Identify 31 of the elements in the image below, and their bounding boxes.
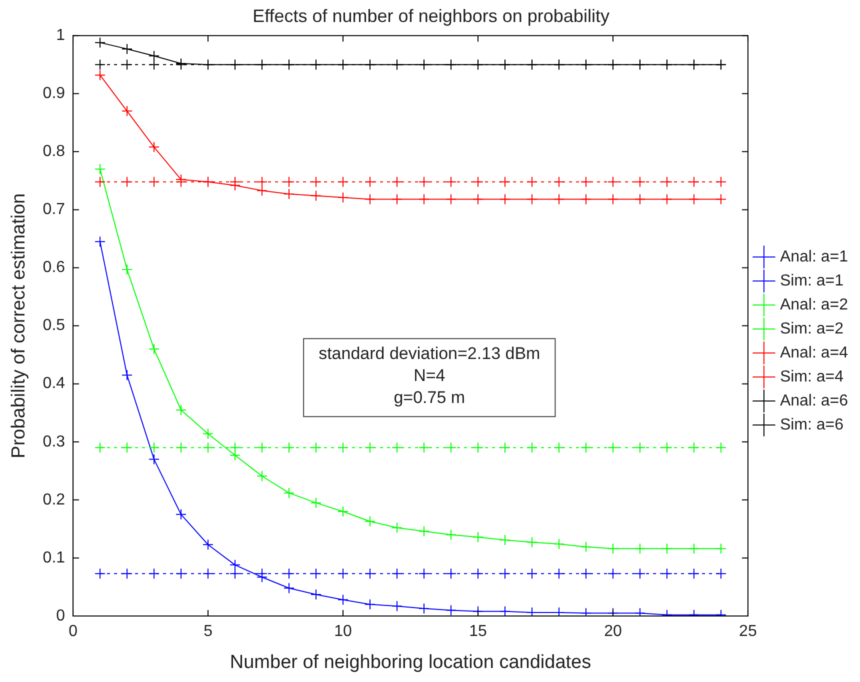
annotation: standard deviation=2.13 dBm bbox=[318, 344, 540, 363]
legend-label: Sim: a=2 bbox=[780, 320, 844, 338]
x-tick-label: 25 bbox=[739, 623, 757, 640]
y-tick-label: 0.5 bbox=[42, 317, 66, 334]
chart-title: Effects of number of neighbors on probability bbox=[252, 6, 610, 26]
x-tick-label: 15 bbox=[469, 623, 487, 640]
y-tick-label: 0.1 bbox=[42, 549, 66, 566]
y-tick-label: 0 bbox=[56, 607, 66, 624]
legend-label: Sim: a=4 bbox=[780, 368, 844, 386]
legend-label: Sim: a=6 bbox=[780, 416, 844, 434]
legend-label: Anal: a=4 bbox=[780, 344, 848, 362]
y-tick-label: 0.8 bbox=[42, 143, 66, 160]
annotation: N=4 bbox=[414, 366, 446, 385]
y-tick-label: 0.4 bbox=[42, 375, 66, 392]
legend-label: Anal: a=2 bbox=[780, 296, 848, 314]
legend-label: Anal: a=6 bbox=[780, 392, 848, 410]
legend-label: Anal: a=1 bbox=[780, 248, 848, 266]
y-axis-title: Probability of correct estimation bbox=[8, 193, 30, 458]
x-tick-label: 20 bbox=[604, 623, 622, 640]
y-tick-label: 0.7 bbox=[42, 201, 66, 218]
x-axis-title: Number of neighboring location candidates bbox=[230, 652, 592, 673]
y-tick-label: 1 bbox=[56, 27, 66, 44]
x-tick-label: 5 bbox=[204, 623, 213, 640]
x-tick-label: 0 bbox=[68, 623, 78, 640]
y-tick-label: 0.9 bbox=[42, 85, 66, 102]
y-tick-label: 0.3 bbox=[42, 433, 66, 450]
x-tick-label: 10 bbox=[334, 623, 352, 640]
y-tick-label: 0.2 bbox=[42, 491, 66, 508]
legend-label: Sim: a=1 bbox=[780, 272, 844, 290]
annotation: g=0.75 m bbox=[394, 388, 466, 407]
y-tick-label: 0.6 bbox=[42, 259, 66, 276]
